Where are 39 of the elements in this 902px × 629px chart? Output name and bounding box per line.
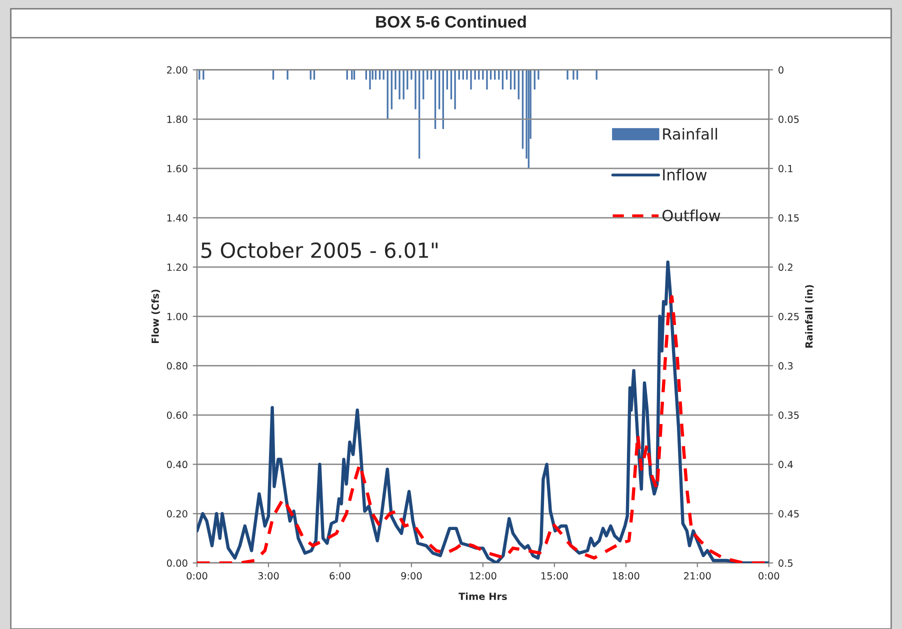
x-tick-label: 12:00 [470,572,496,580]
x-tick-label: 3:00 [258,572,279,580]
x-axis-title: Time Hrs [458,592,507,600]
y2-tick-label: 0.35 [778,411,799,419]
y2-tick-label: 0.1 [778,164,792,172]
y2-tick-label: 0.2 [778,264,792,271]
y-axis-title: Flow (Cfs) [151,290,160,344]
y-tick-label: 1.60 [167,164,188,172]
legend-label: Inflow [663,168,707,181]
y2-tick-label: 0.5 [778,559,793,567]
y2-axis-title: Rainfall (in) [805,285,814,348]
y-tick-label: 0.60 [166,411,188,419]
x-tick-label: 0:00 [186,572,208,580]
y-tick-label: 1.00 [167,312,188,320]
x-tick-label: 9:00 [401,572,422,580]
x-tick-label: 15:00 [541,572,568,580]
y-tick-label: 0.20 [166,510,188,518]
y-tick-label: 1.20 [167,264,188,271]
y-tick-label: 0.80 [166,362,188,370]
chart-title: BOX 5-6 Continued [376,16,526,28]
y-tick-label: 2.00 [167,66,188,74]
y-tick-label: 0.00 [166,559,188,567]
y-tick-label: 0.40 [166,460,188,468]
x-tick-label: 21:00 [684,572,711,580]
y2-tick-label: 0 [778,66,784,74]
x-tick-label: 6:00 [330,572,350,580]
x-tick-label: 18:00 [612,572,640,580]
y2-tick-label: 0.25 [778,312,799,320]
x-tick-label: 0:00 [758,572,780,580]
y2-tick-label: 0.4 [778,460,793,468]
y2-tick-label: 0.05 [778,116,799,123]
annotation: 5 October 2005 - 6.01" [201,242,438,258]
legend-label: Rainfall [663,128,717,140]
legend-label: Outflow [662,209,720,222]
y2-tick-label: 0.3 [778,362,793,370]
y2-tick-label: 0.15 [778,214,799,222]
y-tick-label: 1.80 [167,116,188,123]
y2-tick-label: 0.45 [778,510,799,518]
y-tick-label: 1.40 [167,214,188,222]
